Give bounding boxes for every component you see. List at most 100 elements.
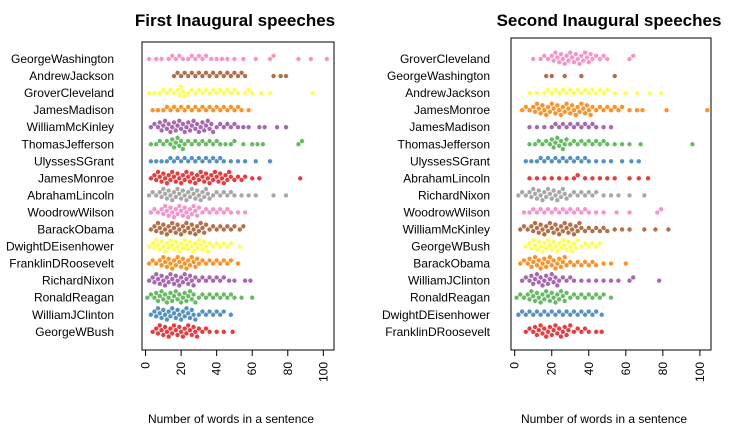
series-GeorgeWBush (150, 323, 235, 339)
data-point (178, 208, 184, 214)
data-point (579, 190, 584, 195)
data-point (529, 289, 534, 294)
data-point (553, 50, 558, 55)
data-point (556, 256, 562, 261)
data-point (531, 312, 536, 317)
data-point (214, 56, 219, 62)
data-point (218, 312, 223, 317)
data-point (221, 73, 226, 79)
data-point (542, 90, 547, 96)
data-point (196, 261, 202, 266)
data-point (186, 215, 191, 220)
data-point (542, 159, 547, 164)
data-point (538, 244, 543, 249)
category-label: RonaldReagan (410, 291, 490, 305)
data-point (178, 264, 184, 269)
data-point (168, 237, 173, 243)
data-point (177, 312, 182, 317)
data-point (161, 278, 166, 283)
data-point (588, 112, 593, 118)
data-point (155, 169, 161, 175)
data-point (246, 107, 251, 113)
data-point (518, 261, 523, 266)
data-point (586, 125, 591, 130)
data-point (527, 176, 532, 181)
category-label: JamesMonroe (414, 103, 490, 117)
data-point (597, 56, 603, 62)
data-point (161, 222, 166, 227)
data-point (571, 278, 577, 283)
data-point (560, 56, 566, 62)
data-point (187, 207, 193, 212)
data-point (525, 261, 530, 266)
data-point (562, 61, 567, 66)
data-point (203, 53, 209, 58)
data-point (519, 309, 525, 314)
data-point (182, 129, 187, 135)
data-point (186, 310, 191, 316)
data-point (566, 239, 571, 244)
data-point (171, 120, 177, 125)
data-point (531, 207, 536, 212)
data-point (571, 292, 577, 297)
data-point (529, 245, 534, 251)
data-point (177, 176, 182, 181)
data-point (588, 52, 593, 57)
data-point (166, 121, 171, 127)
category-label: UlyssesSGrant (34, 154, 115, 168)
data-point (593, 329, 599, 334)
data-point (593, 263, 599, 268)
data-point (154, 56, 159, 62)
data-point (166, 188, 171, 193)
category-label: AbrahamLincoln (27, 188, 114, 202)
data-point (191, 118, 196, 124)
data-point (560, 146, 566, 152)
series-JamesMadison (527, 121, 614, 130)
data-point (551, 188, 556, 193)
data-point (543, 73, 549, 79)
category-label: RonaldReagan (34, 291, 114, 305)
data-point (207, 329, 212, 334)
data-point (155, 331, 161, 336)
data-point (308, 56, 314, 62)
data-point (187, 194, 193, 200)
data-point (237, 227, 242, 232)
data-point (590, 56, 595, 62)
data-point (579, 329, 584, 334)
data-point (219, 176, 225, 181)
data-point (582, 241, 588, 246)
data-point (221, 180, 226, 186)
data-point (562, 220, 567, 226)
data-point (540, 103, 545, 108)
data-point (182, 107, 187, 113)
data-point (189, 278, 194, 283)
data-point (175, 107, 180, 113)
data-point (246, 87, 251, 93)
data-point (173, 56, 178, 62)
data-point (202, 194, 207, 200)
data-point (164, 138, 170, 144)
data-point (705, 107, 710, 113)
data-point (191, 227, 196, 232)
data-point (582, 87, 588, 93)
data-point (228, 210, 234, 215)
data-point (593, 190, 599, 195)
data-point (218, 224, 223, 229)
data-point (540, 261, 545, 266)
data-point (597, 295, 603, 300)
data-point (590, 87, 595, 93)
data-point (582, 176, 588, 181)
data-point (545, 237, 551, 243)
series-WilliamJClinton (519, 272, 662, 288)
data-point (571, 60, 577, 65)
data-point (543, 334, 549, 339)
data-point (159, 159, 164, 164)
data-point (175, 222, 180, 227)
data-point (196, 155, 202, 161)
data-point (555, 249, 560, 254)
data-point (564, 210, 569, 215)
data-point (162, 176, 168, 181)
data-point (218, 70, 223, 76)
data-point (214, 210, 219, 215)
data-point (221, 104, 226, 110)
